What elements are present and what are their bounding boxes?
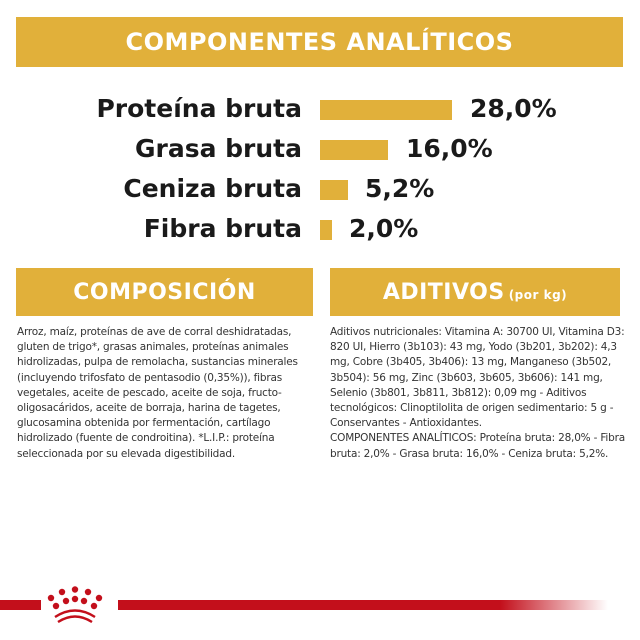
analytics-value: 2,0% — [349, 214, 419, 243]
additives-text-block: Aditivos nutricionales: Vitamina A: 3070… — [330, 325, 626, 462]
analytics-label: Grasa bruta — [134, 134, 302, 163]
analytics-bar — [320, 100, 452, 120]
analytics-row-protein: Proteína bruta 28,0% — [0, 91, 640, 127]
royal-canin-crown-icon — [47, 586, 103, 624]
analytics-label: Ceniza bruta — [123, 174, 302, 203]
additives-header-banner: ADITIVOS (por kg) — [330, 268, 620, 316]
analytics-row-ash: Ceniza bruta 5,2% — [0, 171, 640, 207]
analytics-bar — [320, 220, 332, 240]
analytics-value: 16,0% — [406, 134, 493, 163]
composition-text: Arroz, maíz, proteínas de ave de corral … — [17, 326, 298, 460]
analytics-row-fat: Grasa bruta 16,0% — [0, 131, 640, 167]
analytics-row-fiber: Fibra bruta 2,0% — [0, 211, 640, 247]
additives-text: Aditivos nutricionales: Vitamina A: 3070… — [330, 326, 625, 430]
additives-analytics-text: COMPONENTES ANALÍTICOS: Proteína bruta: … — [330, 432, 625, 460]
footer-line-left — [0, 600, 41, 610]
composition-header-banner: COMPOSICIÓN — [16, 268, 313, 316]
analytics-value: 5,2% — [365, 174, 435, 203]
analytics-label: Proteína bruta — [96, 94, 302, 123]
analytics-title: COMPONENTES ANALÍTICOS — [125, 28, 514, 56]
additives-title-suffix: (por kg) — [508, 288, 568, 302]
composition-title: COMPOSICIÓN — [73, 279, 256, 305]
analytics-value: 28,0% — [470, 94, 557, 123]
additives-title: ADITIVOS — [382, 279, 505, 305]
analytics-label: Fibra bruta — [143, 214, 302, 243]
footer-line-right — [118, 600, 608, 610]
analytics-header-banner: COMPONENTES ANALÍTICOS — [16, 17, 623, 67]
analytics-bar — [320, 180, 348, 200]
analytics-bar — [320, 140, 388, 160]
